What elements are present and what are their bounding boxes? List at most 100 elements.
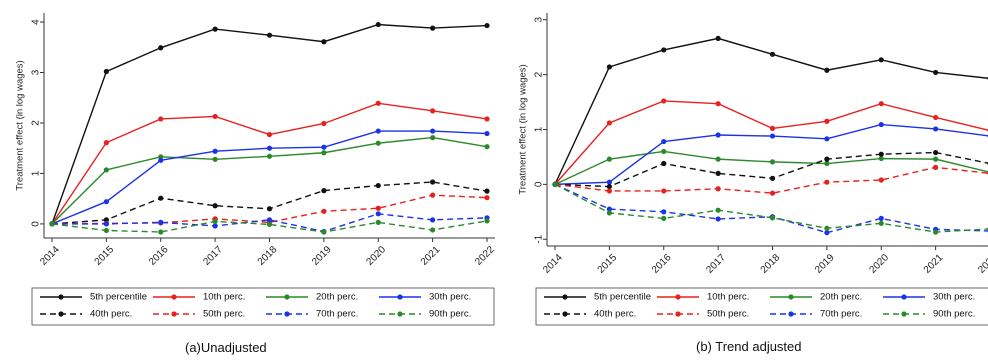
legend-box: [31, 287, 495, 326]
data-point: [103, 227, 109, 234]
legend-marker: [788, 294, 794, 300]
y-tick-label: 3: [31, 69, 42, 75]
data-point: [158, 116, 164, 122]
series-30th-perc-: [49, 128, 490, 227]
data-point: [933, 126, 939, 132]
y-tick-label: 2: [534, 71, 545, 77]
data-point: [661, 188, 667, 194]
data-point: [769, 215, 776, 221]
data-point: [266, 217, 273, 223]
data-point: [878, 151, 884, 157]
data-point: [715, 156, 721, 162]
y-tick-label: 0: [534, 181, 545, 187]
data-point: [769, 125, 776, 132]
legend-item: 70th perc.: [770, 309, 862, 320]
data-point: [375, 211, 381, 217]
x-tick-label: 2019: [310, 244, 334, 268]
data-point: [266, 145, 273, 151]
legend-item: 40th perc.: [40, 309, 132, 320]
x-tick-label: 2021: [419, 244, 443, 268]
data-point: [321, 208, 327, 214]
data-point: [606, 183, 612, 190]
x-tick-label: 2022: [976, 252, 988, 276]
data-point: [661, 160, 667, 167]
data-point: [824, 67, 830, 73]
data-point: [878, 215, 884, 222]
data-point: [661, 47, 667, 53]
series-10th-perc-: [552, 98, 988, 187]
series-10th-perc-: [49, 100, 490, 227]
data-point: [606, 156, 612, 162]
y-tick-label: -1: [534, 234, 545, 243]
data-point: [824, 156, 830, 162]
legend-item: 10th perc.: [153, 292, 245, 303]
legend-label: 70th perc.: [820, 309, 862, 320]
data-point: [606, 210, 612, 216]
x-tick-label: 2016: [147, 244, 171, 268]
data-point: [933, 156, 939, 162]
legend-item: 50th perc.: [657, 309, 749, 320]
x-tick-label: 2018: [256, 244, 280, 268]
data-point: [266, 221, 273, 228]
caption-unadjusted: (a)Unadjusted: [185, 340, 267, 355]
data-point: [715, 186, 721, 192]
data-point: [606, 188, 612, 194]
series-90th-perc-: [49, 218, 490, 235]
data-point: [484, 195, 490, 201]
legend-box: [535, 287, 988, 326]
data-point: [321, 188, 327, 194]
legend-label: 20th perc.: [820, 292, 862, 303]
data-point: [933, 229, 939, 235]
data-point: [878, 155, 884, 162]
data-point: [103, 199, 109, 205]
data-point: [878, 121, 884, 128]
x-tick-label: 2021: [922, 252, 946, 276]
x-tick-label: 2016: [650, 252, 674, 276]
data-point: [661, 215, 667, 222]
legend-item: 30th perc.: [883, 292, 975, 303]
data-point: [158, 195, 164, 201]
legend-item: 70th perc.: [266, 309, 358, 320]
data-point: [661, 148, 667, 155]
legend-marker: [675, 311, 681, 317]
legend-item: 20th perc.: [266, 292, 358, 303]
data-point: [484, 188, 490, 194]
legend-item: 5th percentile: [544, 292, 651, 303]
legend-label: 10th perc.: [203, 292, 245, 303]
data-point: [375, 182, 381, 189]
legend-marker: [562, 294, 568, 300]
data-point: [824, 225, 830, 231]
legend-marker: [171, 294, 177, 300]
data-point: [430, 192, 436, 198]
x-tick-label: 2017: [201, 244, 225, 268]
series-line: [51, 102, 488, 225]
data-point: [769, 159, 776, 165]
data-point: [484, 22, 490, 29]
data-point: [661, 138, 667, 145]
legend-label: 20th perc.: [316, 292, 358, 303]
legend-marker: [58, 311, 64, 317]
series-20th-perc-: [552, 148, 988, 187]
data-point: [430, 179, 436, 185]
legend-label: 50th perc.: [707, 309, 749, 320]
legend-label: 30th perc.: [429, 292, 471, 303]
chart-trend-adjusted: -1 0 1 2 3 Treatment effect (in log wages) 201…: [518, 13, 988, 326]
legend-marker: [397, 311, 403, 317]
y-tick-label: 1: [534, 126, 545, 132]
legend-label: 40th perc.: [90, 309, 132, 320]
data-point: [878, 220, 884, 226]
series-line: [52, 213, 488, 233]
data-point: [933, 149, 939, 156]
data-point: [824, 136, 830, 142]
data-point: [321, 229, 327, 235]
legend-marker: [675, 294, 681, 300]
data-point: [824, 160, 830, 167]
x-tick-label: 2017: [704, 252, 728, 276]
legend-marker: [284, 311, 290, 317]
data-point: [103, 167, 109, 173]
data-point: [606, 206, 612, 212]
legend-marker: [788, 311, 794, 317]
data-point: [933, 164, 939, 170]
legend-marker: [901, 294, 907, 300]
data-point: [430, 128, 436, 134]
